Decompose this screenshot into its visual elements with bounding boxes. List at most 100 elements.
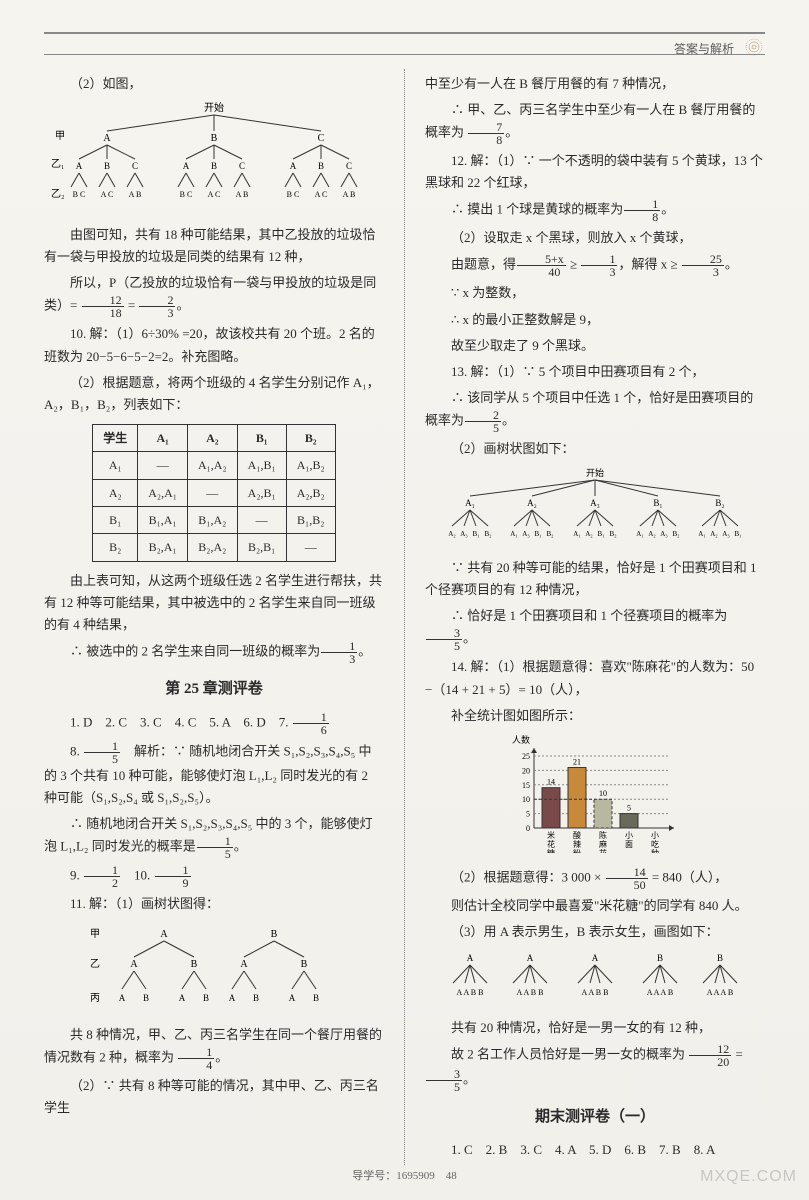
svg-text:A: A (290, 161, 297, 171)
fraction: 1218 (82, 294, 124, 319)
svg-text:B₁: B₁ (472, 530, 479, 538)
svg-text:B: B (253, 993, 259, 1003)
text: ，解得 x ≥ (618, 257, 680, 272)
fraction: 1220 (689, 1043, 731, 1068)
l-q8: 8. 15 解析：∵ 随机地闭合开关 S₁,S₂,S₃,S₄,S₅ 中的 3 个… (44, 740, 384, 809)
right-column: 中至少有一人在 B 餐厅用餐的有 7 种情况， ∴ 甲、乙、丙三名学生中至少有一… (425, 69, 765, 1165)
r-p5: （2）设取走 x 个黑球，则放入 x 个黄球， (425, 227, 765, 249)
text: 。 (661, 202, 674, 217)
svg-text:B: B (313, 993, 319, 1003)
r-p21: 故 2 名工作人员恰好是一男一女的概率为 1220 = 35。 (425, 1043, 765, 1093)
r-p2: ∴ 甲、乙、丙三名学生中至少有一人在 B 餐厅用餐的概率为 78。 (425, 99, 765, 146)
svg-text:5: 5 (627, 803, 631, 812)
svg-text:10: 10 (522, 795, 530, 804)
section-title-final: 期末测评卷（一） (425, 1105, 765, 1131)
svg-text:A B: A B (236, 190, 249, 199)
svg-text:C: C (239, 161, 245, 171)
svg-text:25: 25 (522, 752, 530, 761)
r-p15: 14. 解：（1）根据题意得：喜欢"陈麻花"的人数为：50 −（14 + 21 … (425, 656, 765, 700)
l-p7: （2）∵ 共有 8 种等可能的情况，其中甲、乙、丙三名学生 (44, 1075, 384, 1119)
r-p7: ∵ x 为整数， (425, 282, 765, 304)
svg-text:B: B (211, 133, 218, 144)
tree-diagram-1: 开始 甲 ABC 乙₁ ABC ABC ABC 乙₂ (44, 101, 384, 218)
text: 。 (725, 257, 738, 272)
l-p2a: 由图可知，共有 18 种可能结果，其中乙投放的垃圾恰有一袋与甲投放的垃圾是同类的… (44, 224, 384, 268)
r-p17: （2）根据题意得：3 000 × 1450 = 840（人）， (425, 866, 765, 891)
fraction: 14 (178, 1046, 214, 1071)
svg-text:甲: 甲 (90, 929, 100, 940)
text: 由题意，得 (451, 257, 516, 272)
text: 。 (505, 125, 518, 140)
svg-text:B₂: B₂ (672, 530, 680, 538)
svg-text:A₁: A₁ (510, 530, 518, 538)
l-p6: 共 8 种情况，甲、乙、丙三名学生在同一个餐厅用餐的情况数有 2 种，概率为 1… (44, 1024, 384, 1071)
svg-text:A₁: A₁ (573, 530, 581, 538)
fraction: 35 (426, 1068, 462, 1093)
svg-text:乙: 乙 (90, 958, 100, 970)
fraction: 25 (465, 409, 501, 434)
svg-text:花: 花 (599, 848, 607, 853)
svg-text:开始: 开始 (204, 101, 224, 114)
svg-text:A₂: A₂ (710, 530, 718, 538)
svg-text:糖: 糖 (547, 848, 555, 853)
svg-text:面: 面 (625, 840, 633, 849)
svg-text:A C: A C (101, 190, 114, 199)
r-p1: 中至少有一人在 B 餐厅用餐的有 7 种情况， (425, 73, 765, 95)
svg-text:乙₁: 乙₁ (51, 158, 65, 170)
pairing-table: 学生A₁A₂B₁B₂ A₁—A₁,A₂A₁,B₁A₁,B₂ A₂A₂,A₁—A₂… (92, 424, 336, 562)
l-p5: ∴ 被选中的 2 名学生来自同一班级的概率为13。 (44, 640, 384, 665)
text: 8. (70, 743, 83, 758)
l-p3a: 10. 解：（1）6÷30% =20，故该校共有 20 个班。2 名的班数为 2… (44, 323, 384, 367)
svg-text:B₂: B₂ (484, 530, 492, 538)
svg-text:A C: A C (208, 190, 221, 199)
text: （2）根据题意得：3 000 × (451, 869, 605, 884)
r-p6: 由题意，得5+x40 ≥ 13，解得 x ≥ 253。 (425, 253, 765, 278)
svg-text:5: 5 (526, 809, 530, 818)
svg-text:C: C (346, 161, 352, 171)
svg-text:B: B (717, 953, 723, 963)
svg-text:B C: B C (180, 190, 193, 199)
svg-text:A A A B: A A A B (647, 988, 673, 997)
svg-text:A A B B: A A B B (517, 988, 544, 997)
text: ∴ 摸出 1 个球是黄球的概率为 (451, 202, 623, 217)
svg-text:20: 20 (522, 766, 530, 775)
svg-text:A A B B: A A B B (457, 988, 484, 997)
svg-text:酸: 酸 (573, 830, 581, 840)
svg-text:B₁: B₁ (653, 498, 662, 508)
text: 9. (70, 867, 83, 882)
svg-text:B: B (271, 929, 278, 940)
fraction: 15 (197, 835, 233, 860)
svg-text:陈: 陈 (599, 830, 607, 840)
svg-text:A B: A B (343, 190, 356, 199)
fraction: 23 (139, 294, 175, 319)
text: = 840（人）， (649, 869, 728, 884)
svg-text:A₃: A₃ (722, 530, 730, 538)
fraction: 19 (155, 864, 191, 889)
tree-diagram-3: 开始 A₁A₂A₃B₁B₂ A₂A₃B₁B₂ A₁A₃B₁B₂ (425, 466, 765, 551)
r-p8: ∴ x 的最小正整数解是 9， (425, 309, 765, 331)
svg-text:B₂: B₂ (609, 530, 617, 538)
svg-text:B: B (203, 993, 209, 1003)
svg-text:A A B B: A A B B (582, 988, 609, 997)
r-p4: ∴ 摸出 1 个球是黄球的概率为18。 (425, 198, 765, 223)
svg-text:吃: 吃 (651, 839, 659, 849)
svg-text:B: B (191, 959, 198, 970)
l-p2b: 所以，P（乙投放的垃圾恰有一袋与甲投放的垃圾是同类）= 1218 = 23。 (44, 272, 384, 319)
svg-text:A₃: A₃ (660, 530, 668, 538)
svg-text:A₁: A₁ (636, 530, 644, 538)
svg-text:A: A (527, 953, 534, 963)
l-q8b: ∴ 随机地闭合开关 S₁,S₂,S₃,S₄,S₅ 中的 3 个，能够使灯泡 L₁… (44, 813, 384, 860)
tree-diagram-4: AAABB A A B B A A B B A A B B A A A B (425, 949, 765, 1011)
column-divider (404, 69, 405, 1165)
svg-text:14: 14 (547, 777, 555, 786)
svg-text:A: A (240, 959, 248, 970)
svg-text:A: A (160, 929, 168, 940)
text: 。 (463, 631, 476, 646)
text: ≥ (567, 257, 581, 272)
svg-text:C: C (318, 133, 325, 144)
svg-text:辣: 辣 (573, 839, 581, 849)
l-p4: 由上表可知，从这两个班级任选 2 名学生进行帮扶，共有 12 种等可能结果，其中… (44, 570, 384, 636)
svg-text:B₁: B₁ (534, 530, 541, 538)
svg-text:0: 0 (526, 824, 530, 833)
text: 。 (502, 412, 515, 427)
